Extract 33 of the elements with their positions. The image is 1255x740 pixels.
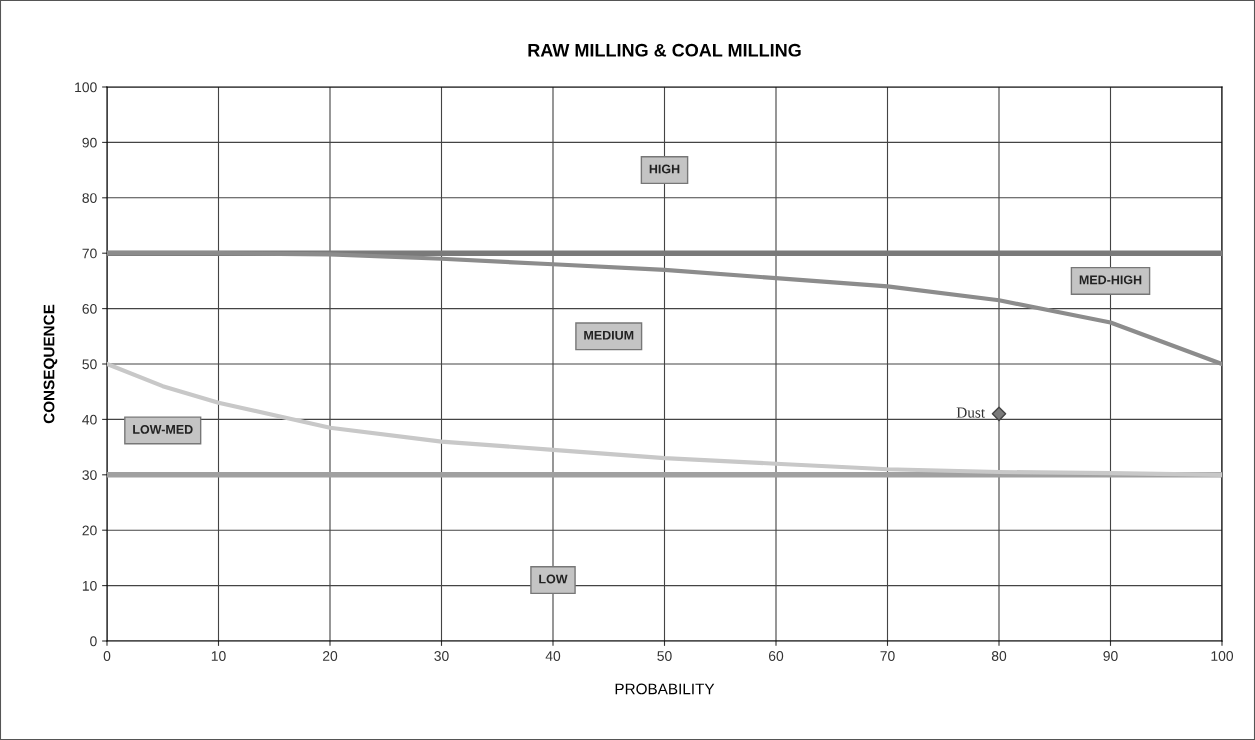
y-axis-title: CONSEQUENCE bbox=[43, 304, 58, 424]
annotation: MEDIUM bbox=[584, 330, 634, 340]
y-tick-label: 100 bbox=[75, 82, 97, 93]
y-tick-label: 0 bbox=[90, 636, 97, 647]
line-series bbox=[107, 361, 1222, 477]
y-tick-label: 90 bbox=[82, 137, 97, 148]
chart-title: RAW MILLING & COAL MILLING bbox=[528, 43, 801, 57]
annotation: LOW-MED bbox=[133, 424, 193, 434]
x-tick-label: 80 bbox=[991, 651, 1007, 661]
y-tick-label: 20 bbox=[82, 525, 97, 536]
annotation: MED-HIGH bbox=[1079, 275, 1142, 285]
series-label: Dust bbox=[956, 407, 986, 418]
x-tick-label: 30 bbox=[434, 651, 449, 661]
x-tick-label: 20 bbox=[322, 651, 338, 661]
x-tick-label: 10 bbox=[211, 651, 226, 661]
x-tick-label: 40 bbox=[545, 651, 561, 661]
y-tick-label: 30 bbox=[82, 470, 97, 480]
y-tick-label: 40 bbox=[82, 414, 97, 425]
y-tick-label: 10 bbox=[82, 580, 97, 591]
y-tick-label: 80 bbox=[82, 193, 97, 203]
line-series bbox=[107, 251, 1222, 367]
x-tick-label: 100 bbox=[1211, 651, 1234, 661]
x-tick-label: 70 bbox=[880, 651, 895, 661]
x-tick-label: 50 bbox=[657, 651, 672, 661]
y-tick-label: 50 bbox=[82, 359, 97, 370]
y-tick-label: 70 bbox=[82, 248, 97, 259]
y-tick-label: 60 bbox=[82, 303, 97, 314]
annotation: LOW bbox=[539, 574, 568, 584]
annotation: HIGH bbox=[649, 164, 680, 174]
x-tick-label: 0 bbox=[103, 651, 111, 661]
x-axis-title: PROBABILITY bbox=[615, 683, 715, 695]
x-tick-label: 60 bbox=[768, 651, 784, 661]
x-tick-label: 90 bbox=[1103, 651, 1118, 661]
